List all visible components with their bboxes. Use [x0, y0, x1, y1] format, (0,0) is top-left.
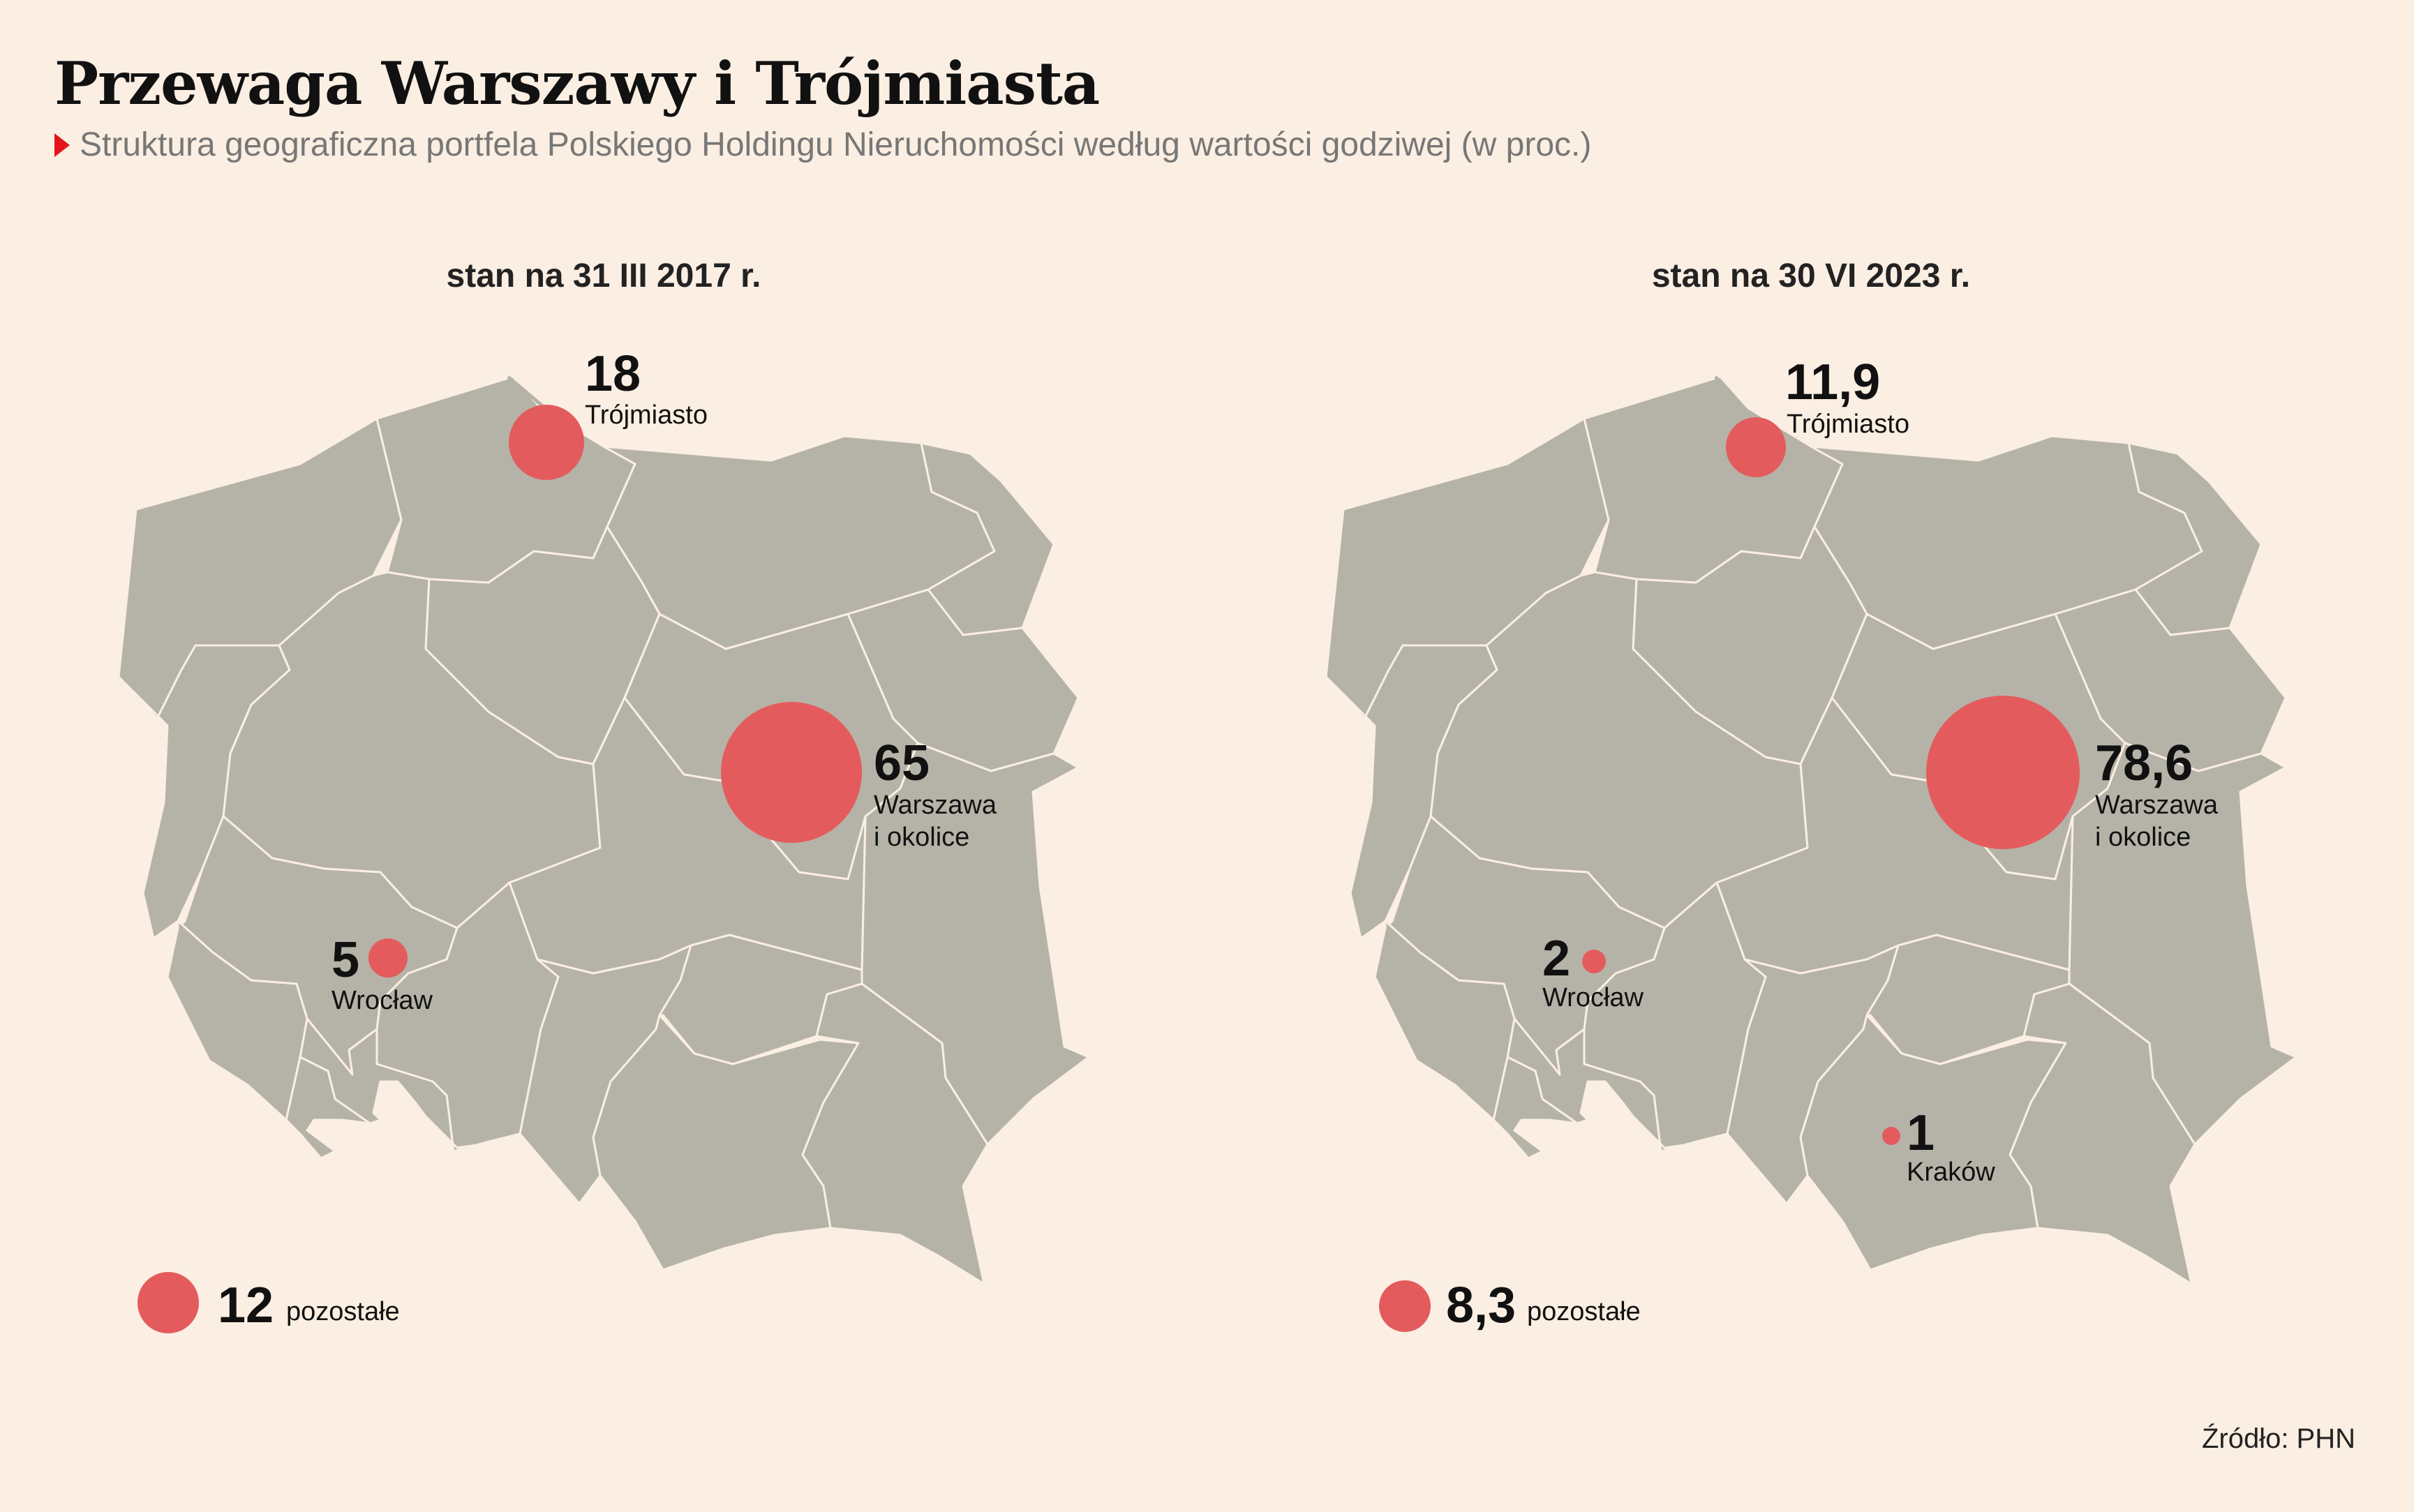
value-trojmiasto-2023: 11,9 [1785, 354, 1880, 410]
bubble-warszawa-2017 [721, 702, 862, 843]
label-pozostale-2023: pozostałe [1527, 1297, 1641, 1326]
bubble-krakow-2023 [1882, 1127, 1900, 1145]
label-trojmiasto-2017: Trójmiasto [585, 401, 708, 430]
value-wroclaw-2023: 2 [1542, 931, 1570, 987]
value-pozostale-2017: 12 [218, 1278, 274, 1333]
value-krakow-2023: 1 [1907, 1105, 1935, 1161]
label-krakow-2023: Kraków [1907, 1158, 1995, 1187]
chart-title: Przewaga Warszawy i Trójmiasta [54, 49, 1100, 118]
bubble-wroclaw-2023 [1582, 950, 1606, 973]
value-warszawa-2023: 78,6 [2095, 735, 2193, 791]
chart-subtitle: Struktura geograficzna portfela Polskieg… [54, 126, 1591, 164]
bubble-trojmiasto-2017 [509, 405, 584, 480]
subtitle-text: Struktura geograficzna portfela Polskieg… [80, 126, 1592, 163]
bubble-pozostale-2017 [137, 1272, 199, 1333]
panel-2023-title: stan na 30 VI 2023 r. [1651, 257, 1971, 294]
bubble-wroclaw-2017 [368, 938, 408, 978]
source-note: Źródło: PHN [2201, 1423, 2355, 1454]
label-warszawa-2017-line1: Warszawa [874, 791, 997, 820]
bubble-warszawa-2023 [1926, 696, 2080, 849]
label-warszawa-2017-line2: i okolice [874, 823, 969, 852]
value-wroclaw-2017: 5 [331, 932, 359, 988]
value-pozostale-2023: 8,3 [1446, 1278, 1516, 1333]
value-warszawa-2017: 65 [874, 735, 930, 791]
label-wroclaw-2017: Wrocław [331, 986, 433, 1015]
label-wroclaw-2023: Wrocław [1542, 983, 1644, 1012]
bubble-trojmiasto-2023 [1726, 417, 1786, 477]
label-warszawa-2023-line2: i okolice [2095, 823, 2191, 852]
value-trojmiasto-2017: 18 [585, 346, 641, 402]
panel-2017-title: stan na 31 III 2017 r. [446, 257, 761, 294]
label-warszawa-2023-line1: Warszawa [2095, 791, 2219, 820]
label-trojmiasto-2023: Trójmiasto [1787, 410, 1909, 439]
bubble-pozostale-2023 [1379, 1280, 1431, 1332]
label-pozostale-2017: pozostałe [286, 1297, 400, 1326]
red-triangle-icon [54, 133, 70, 157]
